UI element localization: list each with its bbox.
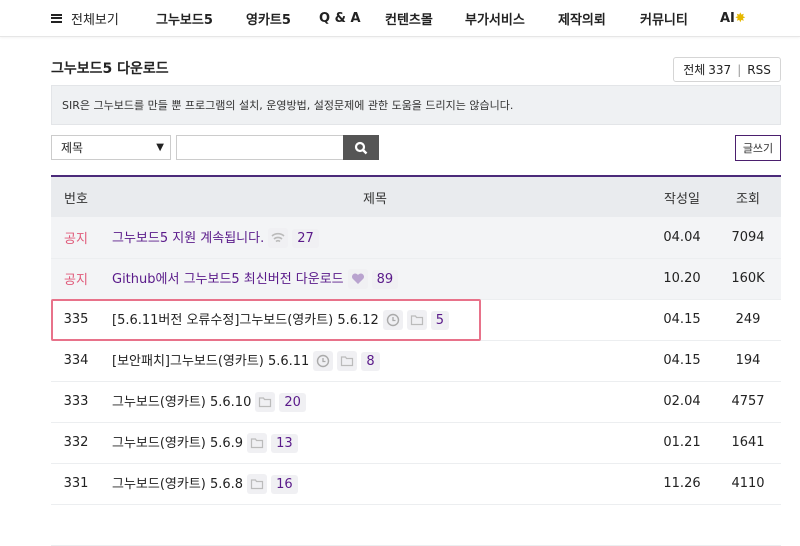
- row-num: 공지: [51, 217, 101, 259]
- sparkle-icon: ✸: [734, 10, 746, 26]
- row-hits: 249: [715, 299, 781, 341]
- nav-youngcart5[interactable]: 영카트5: [246, 12, 291, 28]
- row-hits: 4110: [715, 463, 781, 505]
- folder-icon: [247, 474, 268, 495]
- page-title: 그누보드5 다운로드: [51, 61, 169, 77]
- folder-icon: [247, 433, 268, 454]
- header-hits: 조회: [715, 176, 781, 217]
- row-num: 333: [51, 381, 101, 423]
- nav-community[interactable]: 커뮤니티: [640, 12, 688, 28]
- search-field-value: 제목: [61, 141, 84, 155]
- row-subject-link[interactable]: 그누보드(영카트) 5.6.8: [112, 476, 244, 492]
- nav-services[interactable]: 부가서비스: [465, 12, 525, 28]
- row-num: 334: [51, 340, 101, 382]
- rss-link[interactable]: RSS: [747, 62, 771, 77]
- folder-icon: [255, 392, 276, 413]
- board-notice: SIR은 그누보드를 만들 뿐 프로그램의 설치, 운영방법, 설정문제에 관한…: [51, 85, 781, 125]
- row-num: 332: [51, 422, 101, 464]
- header-subject: 제목: [101, 176, 649, 217]
- comment-count: 16: [271, 474, 298, 494]
- table-row[interactable]: 334 [보안패치]그누보드(영카트) 5.6.11 8 04.15 194: [51, 340, 781, 382]
- total-count: 337: [708, 62, 732, 77]
- wifi-icon: [268, 228, 289, 248]
- hamburger-icon: [51, 13, 62, 23]
- clock-icon: [382, 310, 403, 331]
- row-date: 01.21: [649, 422, 715, 464]
- nav-request[interactable]: 제작의뢰: [558, 12, 606, 28]
- total-rss-box: 전체 337 | RSS: [673, 57, 781, 82]
- row-subject-link[interactable]: 그누보드(영카트) 5.6.9: [112, 435, 244, 451]
- row-subject-link[interactable]: 그누보드(영카트) 5.6.10: [112, 394, 252, 410]
- row-subject-link[interactable]: [보안패치]그누보드(영카트) 5.6.11: [112, 353, 310, 369]
- row-num: 335: [51, 299, 101, 341]
- nav-ai[interactable]: AI✸: [720, 11, 746, 26]
- row-subject-link[interactable]: 그누보드5 지원 계속됩니다.: [112, 230, 265, 246]
- comment-count: 20: [279, 392, 306, 412]
- total-label: 전체: [683, 63, 706, 77]
- row-date: 10.20: [649, 258, 715, 300]
- row-num: 공지: [51, 258, 101, 300]
- table-row[interactable]: 335 [5.6.11버전 오류수정]그누보드(영카트) 5.6.12 5 04.…: [51, 299, 781, 341]
- nav-qna[interactable]: Q & A: [319, 10, 361, 26]
- row-hits: 194: [715, 340, 781, 382]
- table-row[interactable]: 공지 Github에서 그누보드5 최신버전 다운로드 89 10.20 160K: [51, 258, 781, 300]
- clock-icon: [313, 351, 334, 372]
- table-row[interactable]: 333 그누보드(영카트) 5.6.10 20 02.04 4757: [51, 381, 781, 423]
- all-menu-button[interactable]: 전체보기: [51, 9, 156, 28]
- row-date: 11.26: [649, 463, 715, 505]
- search-icon: [354, 141, 368, 154]
- nav-ai-label: AI: [720, 10, 735, 26]
- row-date: 04.15: [649, 299, 715, 341]
- search-field-select[interactable]: 제목 ▼: [51, 135, 171, 160]
- heart-icon: [347, 269, 368, 290]
- post-table: 번호 제목 작성일 조회 공지 그누보드5 지원 계속됩니다. 27 04.04 …: [51, 175, 781, 546]
- search-input[interactable]: [176, 135, 344, 160]
- row-hits: 160K: [715, 258, 781, 300]
- nav-contents-mall[interactable]: 컨텐츠몰: [385, 12, 433, 28]
- comment-count: 89: [371, 269, 399, 289]
- header-date: 작성일: [649, 176, 715, 217]
- comment-count: 5: [430, 310, 450, 330]
- row-hits: 7094: [715, 217, 781, 259]
- row-hits: 4757: [715, 381, 781, 423]
- comment-count: 27: [292, 228, 319, 248]
- row-num: 331: [51, 463, 101, 505]
- write-button[interactable]: 글쓰기: [735, 135, 781, 161]
- comment-count: 8: [361, 351, 380, 371]
- table-row[interactable]: 공지 그누보드5 지원 계속됩니다. 27 04.04 7094: [51, 217, 781, 259]
- row-hits: 1641: [715, 422, 781, 464]
- folder-icon: [406, 310, 427, 331]
- row-subject-link[interactable]: Github에서 그누보드5 최신버전 다운로드: [112, 271, 344, 287]
- table-row-partial: [51, 504, 781, 546]
- folder-icon: [337, 351, 358, 372]
- row-date: 04.15: [649, 340, 715, 382]
- row-date: 02.04: [649, 381, 715, 423]
- row-date: 04.04: [649, 217, 715, 259]
- table-row[interactable]: 331 그누보드(영카트) 5.6.8 16 11.26 4110: [51, 463, 781, 505]
- comment-count: 13: [271, 433, 298, 453]
- chevron-down-icon: ▼: [156, 142, 164, 153]
- nav-gnuboard5[interactable]: 그누보드5: [156, 12, 213, 28]
- top-nav: 전체보기 그누보드5 영카트5 Q & A 컨텐츠몰 부가서비스 제작의뢰 커뮤…: [0, 0, 800, 37]
- all-menu-label: 전체보기: [71, 12, 119, 28]
- header-num: 번호: [51, 176, 101, 217]
- row-subject-link[interactable]: [5.6.11버전 오류수정]그누보드(영카트) 5.6.12: [112, 312, 379, 328]
- table-row[interactable]: 332 그누보드(영카트) 5.6.9 13 01.21 1641: [51, 422, 781, 464]
- search-button[interactable]: [343, 135, 379, 160]
